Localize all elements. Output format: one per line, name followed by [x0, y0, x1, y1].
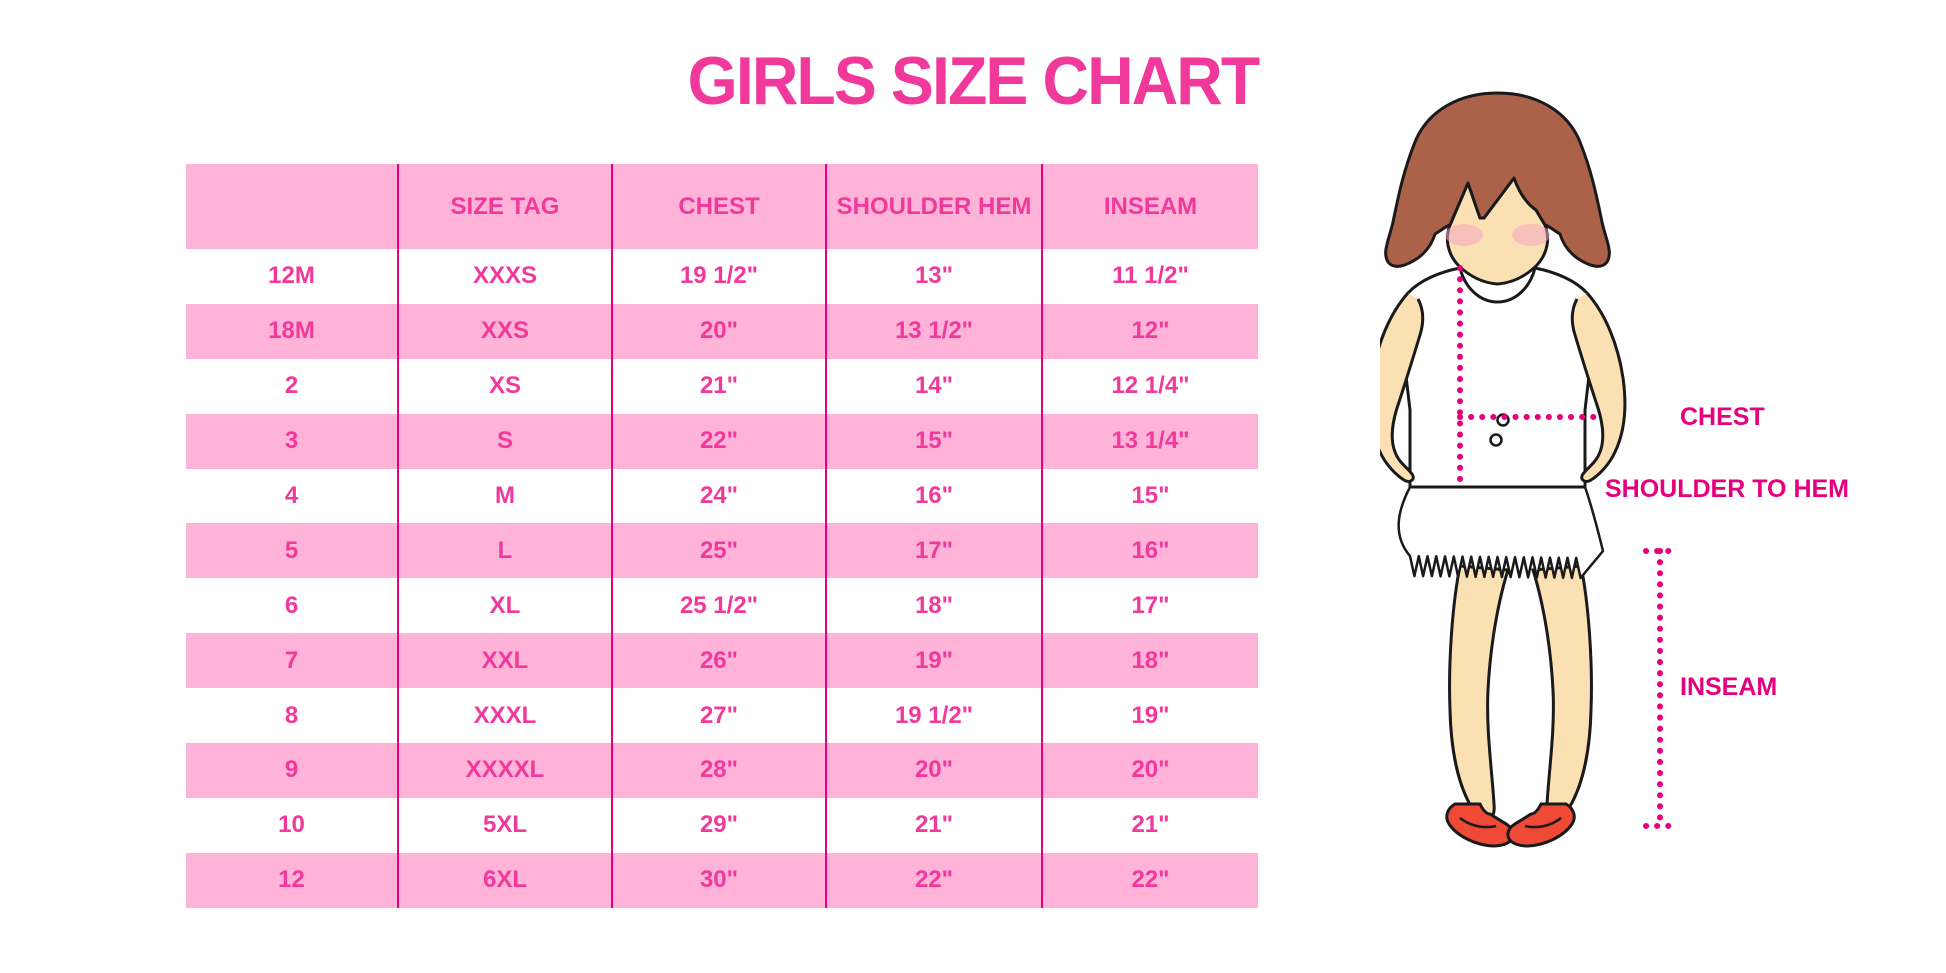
svg-text:CHEST: CHEST: [1680, 403, 1765, 431]
svg-text:INSEAM: INSEAM: [1680, 673, 1777, 701]
svg-text:SHOULDER TO HEM: SHOULDER TO HEM: [1605, 475, 1849, 503]
